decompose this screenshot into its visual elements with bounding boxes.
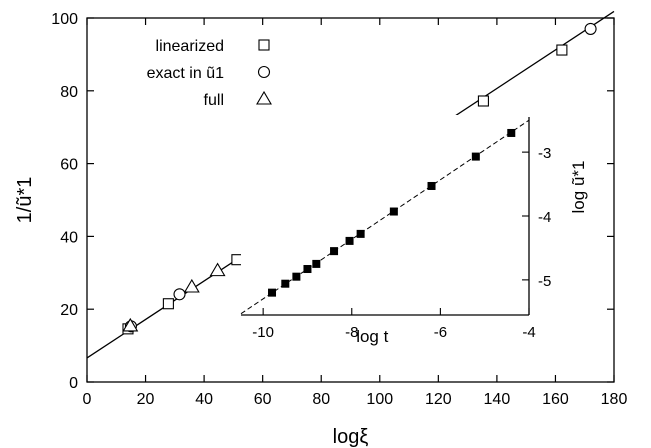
legend-marker-circle [257, 65, 271, 79]
main-x-tick-label: 120 [425, 391, 452, 408]
inset-data-point [281, 279, 290, 288]
main-x-tick-label: 100 [366, 391, 393, 408]
inset-data-point [471, 152, 480, 161]
main-y-tick-label: 0 [69, 375, 78, 392]
main-y-tick-label: 40 [60, 229, 78, 246]
main-x-axis-label: logξ [333, 426, 369, 448]
data-point-circle [173, 288, 186, 301]
inset-data-point [345, 236, 354, 245]
main-x-tick-label: 160 [542, 391, 569, 408]
inset-data-point [268, 288, 277, 297]
data-point-triangle [209, 262, 226, 277]
data-point-square [162, 298, 174, 310]
main-y-tick-label: 80 [60, 84, 78, 101]
inset-y-tick-label: -3 [538, 145, 551, 162]
inset-data-point [330, 247, 339, 256]
main-y-tick-label: 60 [60, 157, 78, 174]
inset-x-tick-label: -8 [345, 324, 358, 341]
data-point-square [231, 254, 243, 266]
main-axis-ticks: 0 20 40 60 80 100 120 140 160 180 0 20 40 60 80 100 [51, 11, 627, 408]
data-point-triangle [122, 317, 139, 332]
main-x-tick-label: 180 [601, 391, 628, 408]
inset-x-tick-label: -6 [434, 324, 447, 341]
inset-data-point [389, 207, 398, 216]
inset-y-axis-label: log ũ*1 [569, 161, 588, 214]
main-x-tick-label: 0 [83, 391, 92, 408]
main-x-tick-label: 80 [312, 391, 330, 408]
inset-series-markers [268, 128, 516, 297]
legend-marker-square [258, 39, 270, 51]
legend: linearized exact in ũ1 full [147, 38, 272, 109]
legend-marker-triangle [256, 90, 272, 105]
inset-x-axis-label: log t [356, 327, 388, 346]
main-x-tick-label: 140 [484, 391, 511, 408]
inset-y-tick-label: -5 [538, 273, 551, 290]
inset-x-tick-label: -10 [252, 324, 274, 341]
inset-data-point [303, 265, 312, 274]
main-plot-frame [86, 17, 615, 383]
main-y-tick-label: 100 [51, 11, 78, 28]
inset-data-point [292, 272, 301, 281]
inset-data-point [427, 181, 436, 190]
inset-axis-ticks: -10 -8 -6 -4 -5 -4 -3 [252, 145, 551, 341]
inset-panel: -10 -8 -6 -4 -5 -4 -3 log t log ũ*1 [240, 115, 588, 346]
inset-data-point [312, 259, 321, 268]
legend-label: linearized [156, 38, 224, 55]
data-point-square [477, 95, 489, 107]
data-point-triangle [183, 278, 200, 293]
inset-data-point [356, 229, 365, 238]
main-y-axis-label: 1/ũ*1 [14, 177, 36, 224]
legend-label: exact in ũ1 [147, 65, 224, 82]
inset-y-tick-label: -4 [538, 209, 551, 226]
data-point-circle [584, 22, 597, 35]
main-x-tick-label: 40 [195, 391, 213, 408]
inset-data-point [507, 128, 516, 137]
legend-label: full [204, 92, 224, 109]
main-x-tick-label: 20 [137, 391, 155, 408]
inset-x-tick-label: -4 [522, 324, 535, 341]
main-x-tick-label: 60 [254, 391, 272, 408]
main-y-tick-label: 20 [60, 302, 78, 319]
data-point-square [556, 44, 568, 56]
